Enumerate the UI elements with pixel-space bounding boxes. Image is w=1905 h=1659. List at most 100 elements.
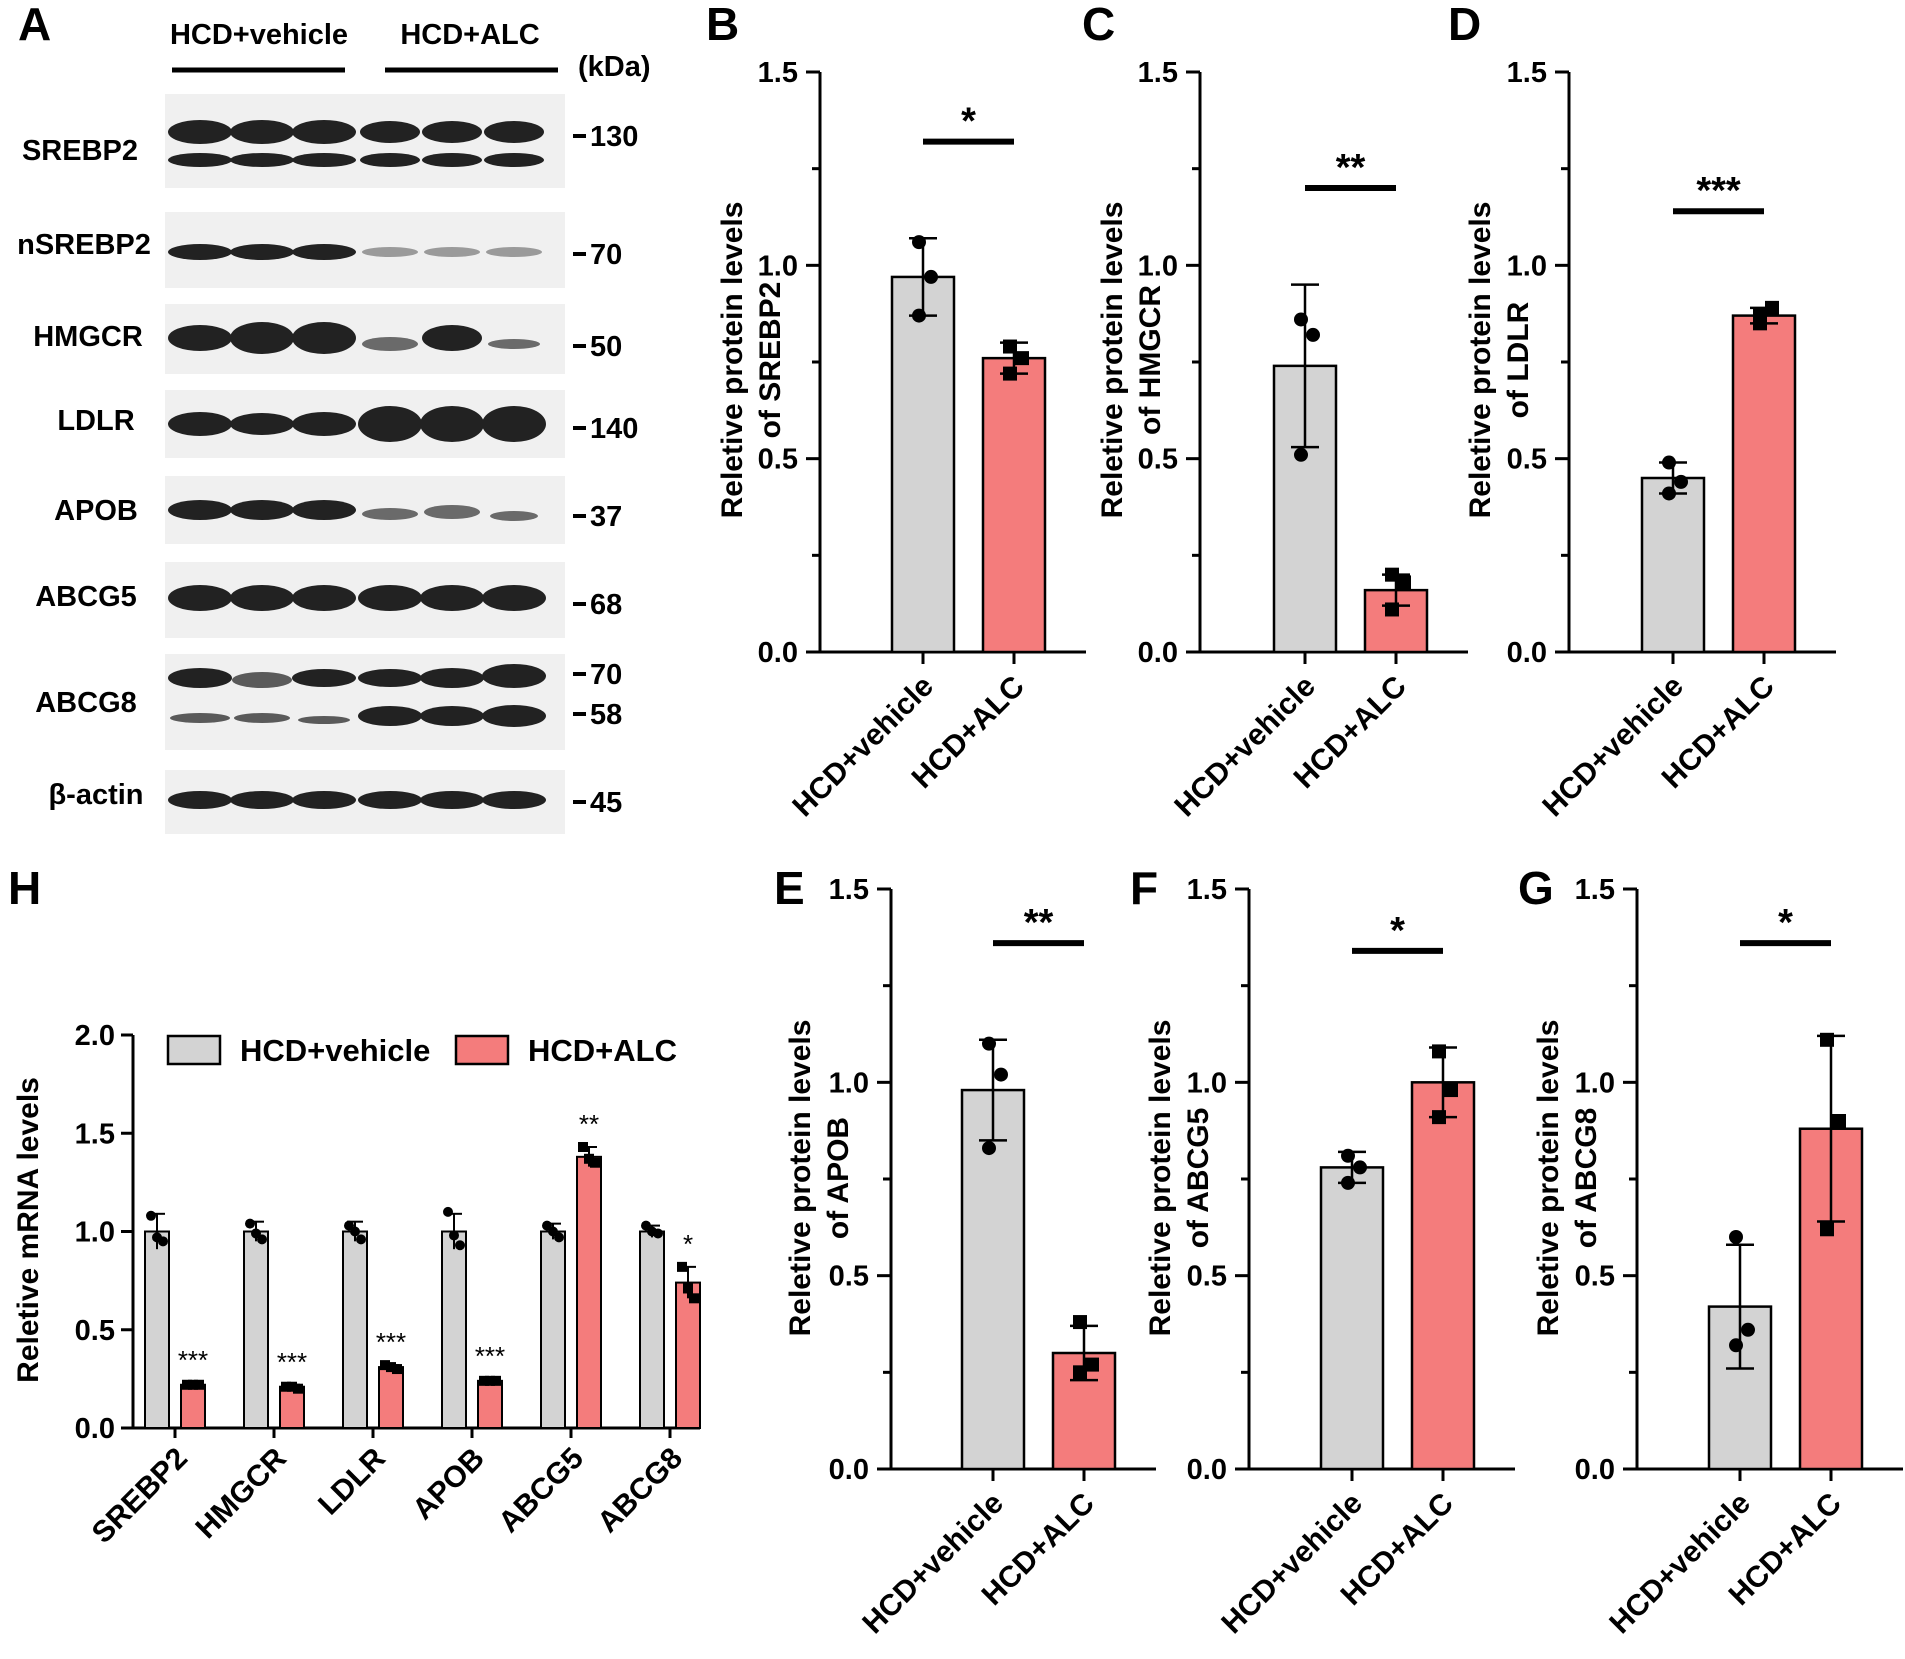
x-tick-label: SREBP2 [86, 1442, 194, 1550]
significance-label: *** [277, 1347, 307, 1377]
data-point [584, 1153, 594, 1164]
data-point [182, 1379, 192, 1390]
significance-label: ** [1336, 147, 1366, 189]
blot-row-ldlr: LDLR 140 [57, 390, 638, 458]
data-point [924, 269, 938, 284]
bar [180, 1383, 206, 1430]
y-tick-label: 1.0 [1507, 250, 1547, 282]
data-point [1820, 1032, 1834, 1047]
bar [1319, 1166, 1385, 1471]
y-tick-label: 0.5 [1575, 1261, 1615, 1293]
y-tick-label: 1.5 [75, 1118, 115, 1150]
legend-label: HCD+ALC [528, 1033, 677, 1068]
x-tick-label: HMGCR [189, 1441, 293, 1545]
data-point [350, 1226, 360, 1237]
data-point [1003, 339, 1017, 354]
panel-g-bar-chart: G 0.0 0.5 1.0 1.5 Reletive protein levels of A… [1518, 862, 1903, 1640]
data-point [1753, 316, 1767, 331]
marker-kda: 70 [590, 239, 622, 271]
y-axis-label-line-1: Reletive protein levels [1464, 202, 1497, 519]
group-header-vehicle: HCD+vehicle [170, 19, 348, 51]
data-point [1003, 366, 1017, 381]
significance-label: * [961, 101, 976, 143]
blot-row-srebp2: SREBP2 130 [22, 94, 638, 188]
data-point [912, 235, 926, 250]
y-tick-label: 0.5 [1138, 444, 1178, 476]
legend-swatch [454, 1034, 510, 1066]
data-point [380, 1360, 390, 1371]
data-point [356, 1234, 366, 1245]
data-point [578, 1142, 588, 1153]
data-point [1674, 474, 1688, 489]
significance-label: ** [1024, 902, 1054, 944]
y-tick-label: 2.0 [75, 1020, 115, 1052]
data-point [1765, 300, 1779, 315]
y-tick-label: 0.0 [1575, 1454, 1615, 1486]
data-point [1662, 486, 1676, 501]
blot-label: ABCG5 [35, 581, 137, 613]
y-axis-label: Reletive protein levels of SREBP2 [716, 202, 787, 519]
bar [1731, 314, 1797, 654]
data-point [455, 1240, 465, 1251]
blot-row-apob: APOB 37 [54, 476, 622, 544]
data-point [443, 1206, 453, 1217]
data-point [479, 1375, 489, 1386]
x-tick-label: ABCG8 [591, 1442, 689, 1540]
bar [675, 1281, 701, 1429]
data-point [257, 1234, 267, 1245]
panel-c-bar-chart: C 0.0 0.5 1.0 1.5 Reletive protein levels of H… [1082, 0, 1468, 823]
marker-kda: 140 [590, 413, 638, 445]
bar [981, 356, 1047, 654]
bar [576, 1155, 602, 1429]
blot-label: APOB [54, 495, 138, 527]
x-tick-label: HCD+vehicle [786, 670, 940, 824]
data-point [485, 1375, 495, 1386]
data-point [188, 1379, 198, 1390]
blot-row-beta-actin: β-actin 45 [48, 770, 622, 834]
y-tick-label: 0.0 [1138, 637, 1178, 669]
data-point [158, 1236, 168, 1247]
legend-label: HCD+vehicle [240, 1033, 430, 1068]
panel-letter: G [1518, 862, 1554, 914]
y-tick-label: 1.0 [1575, 1067, 1615, 1099]
panel-a-western-blot: A HCD+vehicle HCD+ALC (kDa) SREBP2 130 n… [17, 0, 651, 834]
data-point [1432, 1044, 1446, 1059]
data-point [1085, 1357, 1099, 1372]
y-tick-label: 1.5 [1507, 57, 1547, 89]
bar [243, 1230, 269, 1429]
y-axis-label: Reletive protein levels of HMGCR [1096, 202, 1167, 519]
data-point [194, 1379, 204, 1390]
data-point [146, 1210, 156, 1221]
data-point [982, 1141, 996, 1156]
y-axis-label-line-1: Reletive protein levels [1144, 1020, 1177, 1337]
significance-label: *** [178, 1345, 208, 1375]
bar [441, 1230, 467, 1429]
marker-kda: 50 [590, 331, 622, 363]
data-point [1662, 455, 1676, 470]
y-tick-label: 0.5 [829, 1261, 869, 1293]
data-point [554, 1232, 564, 1243]
x-tick-label: APOB [406, 1442, 491, 1527]
x-tick-label: HCD+vehicle [856, 1487, 1010, 1641]
data-point [689, 1293, 699, 1304]
y-axis-label-line-1: Reletive protein levels [1096, 202, 1129, 519]
blot-row-abcg5: ABCG5 68 [35, 562, 622, 638]
marker-kda: 68 [590, 589, 622, 621]
data-point [449, 1230, 459, 1241]
y-tick-label: 1.0 [758, 250, 798, 282]
y-tick-label: 0.0 [758, 637, 798, 669]
bar [1640, 476, 1706, 654]
data-point [1341, 1148, 1355, 1163]
y-axis-label-line-2: of HMGCR [1134, 285, 1167, 435]
y-axis-label: Reletive protein levels of LDLR [1464, 202, 1535, 519]
data-point [1444, 1083, 1458, 1098]
y-tick-label: 1.5 [1575, 874, 1615, 906]
marker-kda: 45 [590, 787, 622, 819]
y-axis-label-line-2: of APOB [822, 1117, 855, 1239]
y-tick-label: 0.0 [1507, 637, 1547, 669]
panel-f-bar-chart: F 0.0 0.5 1.0 1.5 Reletive protein levels of A… [1130, 862, 1515, 1640]
bar [1410, 1081, 1476, 1471]
significance-label: * [1778, 902, 1793, 944]
x-tick-label: HCD+vehicle [1215, 1487, 1369, 1641]
x-tick-label: HCD+vehicle [1536, 670, 1690, 824]
